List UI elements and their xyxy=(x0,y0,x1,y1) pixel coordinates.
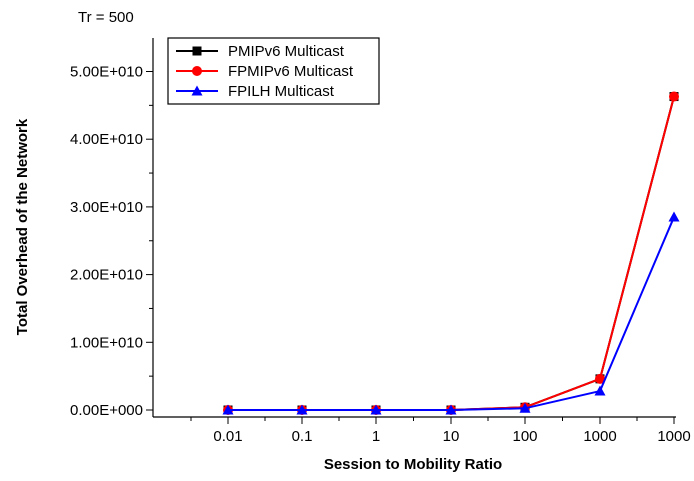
x-axis-title: Session to Mobility Ratio xyxy=(324,456,502,473)
legend-label: FPMIPv6 Multicast xyxy=(228,63,354,80)
series-line xyxy=(228,96,675,411)
data-point xyxy=(594,385,606,396)
x-tick-label: 100 xyxy=(512,428,537,445)
y-tick-label: 0.00E+000 xyxy=(70,402,143,419)
x-tick-label: 0.01 xyxy=(213,428,242,445)
y-tick-label: 3.00E+010 xyxy=(70,199,143,216)
data-point xyxy=(519,402,531,413)
legend-label: FPILH Multicast xyxy=(228,83,335,100)
y-axis-title: Total Overhead of the Network xyxy=(14,118,31,335)
data-point xyxy=(595,373,605,384)
x-tick-label: 1 xyxy=(372,428,380,445)
data-point xyxy=(296,404,308,415)
data-point xyxy=(445,404,457,415)
y-tick-label: 1.00E+010 xyxy=(70,334,143,351)
data-point xyxy=(222,404,234,415)
x-tick-label: 10 xyxy=(443,428,460,445)
series-fpilh-multicast xyxy=(222,211,680,415)
x-tick-label: 0.1 xyxy=(292,428,313,445)
y-tick-label: 5.00E+010 xyxy=(70,64,143,81)
legend-item: PMIPv6 Multicast xyxy=(176,43,345,60)
x-tick-label: 1000 xyxy=(583,428,616,445)
series-layer xyxy=(222,91,680,415)
x-tick-label: 1000 xyxy=(657,428,690,445)
data-point xyxy=(669,91,679,102)
legend-label: PMIPv6 Multicast xyxy=(228,43,345,60)
series-line xyxy=(228,96,675,411)
y-tick-label: 4.00E+010 xyxy=(70,131,143,148)
y-tick-label: 2.00E+010 xyxy=(70,267,143,284)
legend: PMIPv6 Multicast FPMIPv6 Multicast FPILH M… xyxy=(167,37,380,105)
series-line xyxy=(228,216,675,411)
legend-item: FPILH Multicast xyxy=(176,83,335,100)
legend-item: FPMIPv6 Multicast xyxy=(176,63,354,80)
x-ticks: 0.01 0.1 1 10 100 1000 1000 xyxy=(190,417,691,445)
data-point xyxy=(370,404,382,415)
data-point xyxy=(668,211,680,222)
corner-label: Tr = 500 xyxy=(78,9,134,26)
legend-marker xyxy=(192,46,202,56)
y-ticks: 0.00E+000 1.00E+010 2.00E+010 3.00E+010 4.00… xyxy=(70,64,153,419)
legend-marker xyxy=(191,85,203,96)
legend-marker xyxy=(192,66,202,76)
